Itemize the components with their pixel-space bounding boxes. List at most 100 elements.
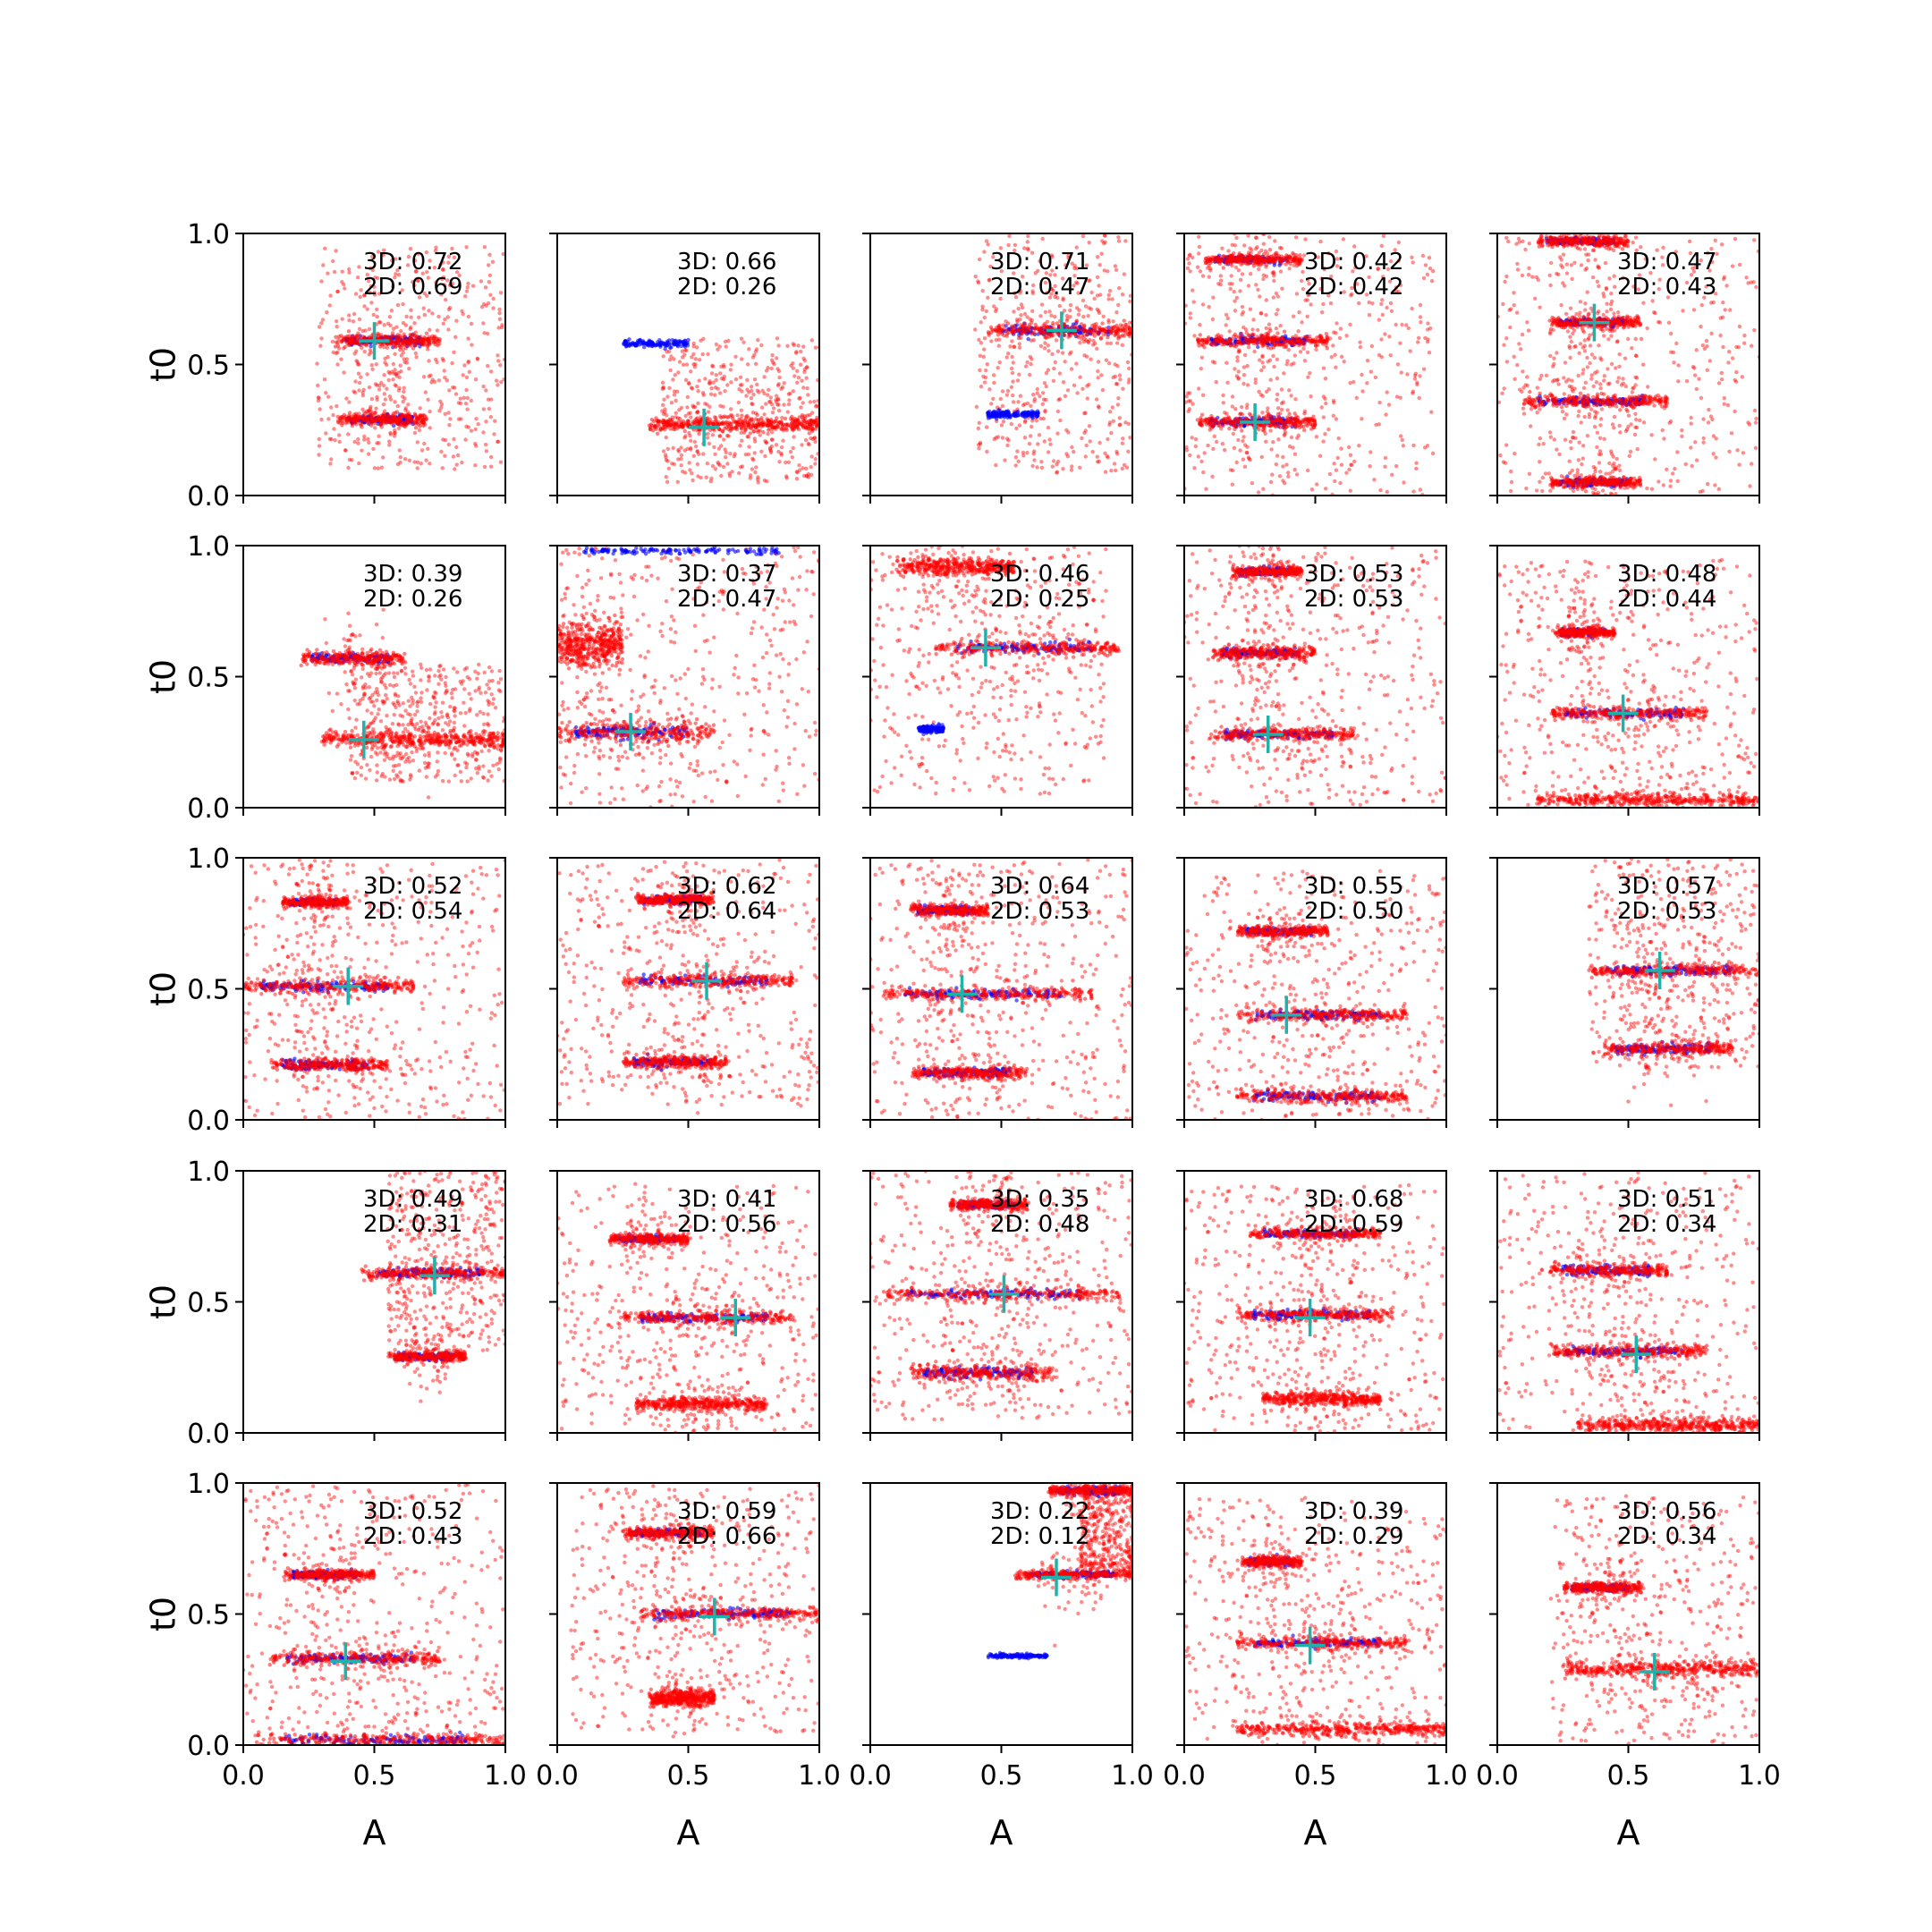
red-point	[722, 374, 726, 379]
red-point	[358, 294, 362, 300]
red-point	[664, 458, 669, 462]
red-point	[329, 405, 334, 410]
red-point	[1279, 343, 1284, 347]
red-point	[661, 354, 665, 359]
red-point	[496, 359, 501, 363]
red-point	[766, 428, 771, 433]
red-point	[1244, 330, 1249, 335]
red-point	[350, 423, 354, 428]
red-point	[1274, 312, 1279, 317]
red-point	[1195, 265, 1200, 269]
red-point	[1066, 253, 1071, 258]
red-point	[368, 348, 373, 352]
red-point	[1206, 443, 1210, 448]
red-point	[369, 350, 373, 355]
red-point	[1294, 292, 1300, 296]
red-point	[786, 460, 792, 464]
red-point	[1388, 258, 1394, 264]
red-point	[1313, 338, 1318, 343]
red-point	[360, 390, 365, 394]
red-point	[775, 416, 779, 420]
red-point	[365, 415, 369, 419]
red-point	[394, 257, 398, 261]
red-point	[1231, 468, 1235, 473]
red-point	[1415, 382, 1419, 387]
red-point	[421, 341, 427, 345]
red-point	[413, 426, 419, 430]
red-point	[1106, 292, 1112, 297]
red-point	[754, 347, 759, 352]
red-point	[1258, 294, 1262, 299]
red-point	[319, 336, 324, 341]
red-point	[1187, 253, 1191, 258]
red-point	[717, 344, 722, 349]
red-point	[771, 406, 776, 411]
red-point	[381, 248, 386, 252]
red-point	[412, 283, 417, 288]
red-point	[1237, 348, 1241, 352]
red-point	[1022, 436, 1028, 440]
red-point	[1273, 251, 1278, 256]
red-point	[691, 403, 695, 408]
red-point	[1236, 268, 1241, 273]
red-point	[1033, 322, 1038, 327]
red-point	[402, 396, 407, 401]
red-point	[665, 479, 670, 484]
red-point	[1016, 459, 1021, 463]
red-point	[797, 415, 801, 419]
red-point	[708, 392, 714, 396]
blue-point	[650, 341, 655, 345]
red-point	[1220, 246, 1224, 250]
red-point	[423, 390, 428, 394]
red-point	[411, 421, 417, 426]
red-point	[1011, 379, 1015, 384]
red-point	[402, 334, 407, 339]
red-point	[1094, 322, 1098, 326]
red-point	[1056, 332, 1061, 336]
red-point	[688, 411, 692, 415]
red-point	[1257, 337, 1262, 342]
red-point	[736, 419, 741, 425]
red-point	[730, 470, 734, 474]
red-point	[432, 335, 437, 339]
red-point	[372, 290, 377, 295]
red-point	[1046, 325, 1050, 329]
red-point	[473, 427, 478, 432]
red-point	[1022, 311, 1028, 317]
red-point	[1279, 258, 1284, 263]
red-point	[1016, 306, 1021, 311]
red-point	[1334, 249, 1339, 254]
red-point	[1250, 481, 1255, 486]
red-point	[676, 423, 681, 428]
red-point	[1210, 474, 1215, 479]
red-point	[409, 308, 413, 312]
red-point	[1126, 421, 1131, 427]
red-point	[1245, 363, 1250, 369]
red-point	[805, 473, 809, 478]
red-point	[464, 245, 469, 250]
red-point	[371, 446, 376, 452]
red-point	[1365, 359, 1370, 363]
red-point	[333, 437, 337, 443]
red-point	[492, 432, 496, 436]
red-point	[1358, 344, 1363, 350]
red-point	[499, 380, 504, 385]
red-point	[740, 389, 744, 394]
red-point	[401, 351, 405, 355]
red-point	[989, 402, 994, 406]
red-point	[804, 474, 809, 479]
red-point	[336, 337, 341, 342]
red-point	[387, 394, 393, 399]
red-point	[329, 457, 334, 462]
red-point	[1089, 290, 1094, 295]
red-point	[361, 387, 366, 392]
red-point	[1275, 343, 1280, 347]
red-point	[1011, 331, 1015, 335]
red-point	[1012, 309, 1016, 314]
red-point	[1411, 443, 1416, 448]
red-point	[1096, 376, 1100, 380]
red-point	[719, 473, 724, 479]
red-point	[455, 453, 461, 458]
red-point	[671, 445, 675, 451]
red-point	[469, 428, 474, 433]
